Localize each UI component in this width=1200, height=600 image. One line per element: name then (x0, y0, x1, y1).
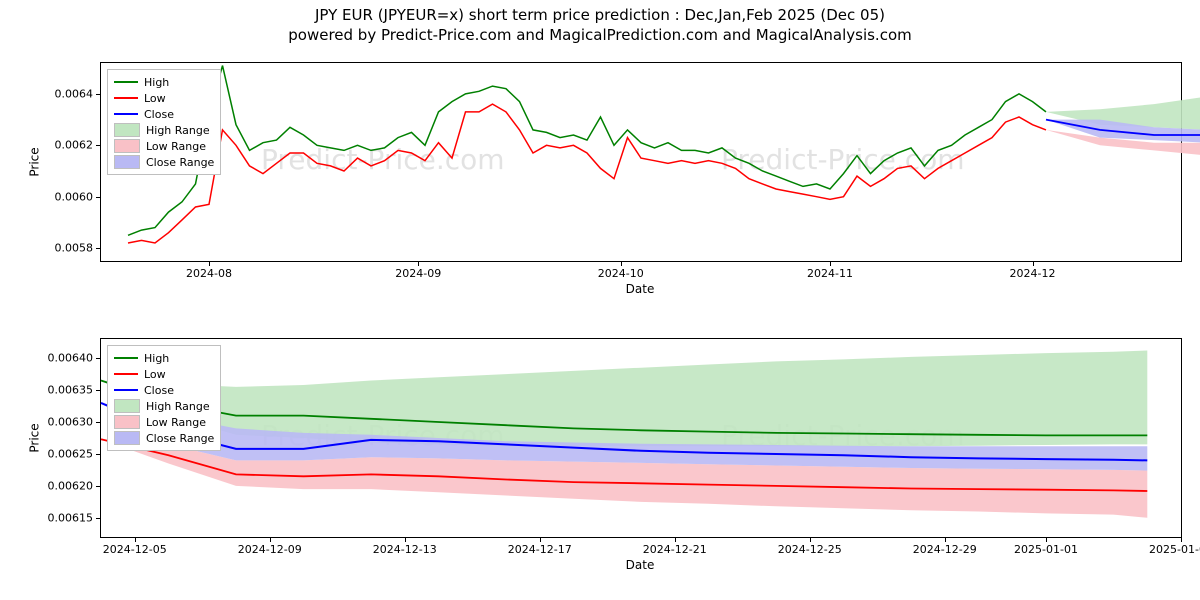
x-axis-label: Date (100, 282, 1180, 296)
x-tick-mark (1046, 537, 1047, 542)
legend-label: Low Range (146, 140, 206, 153)
high-line (128, 66, 1046, 236)
x-tick-mark (675, 537, 676, 542)
legend-label: Low Range (146, 416, 206, 429)
legend-label: Close (144, 384, 174, 397)
chart-subtitle: powered by Predict-Price.com and Magical… (0, 26, 1200, 44)
legend-item: High (114, 350, 214, 366)
legend: High Low Close High Range Low Range Close Ran… (107, 69, 221, 175)
x-tick-mark (270, 537, 271, 542)
legend-label: High (144, 76, 169, 89)
legend: High Low Close High Range Low Range Close Ran… (107, 345, 221, 451)
top-chart: Predict-Price.com Predict-Price.com High… (100, 62, 1182, 262)
legend-item: Low (114, 90, 214, 106)
legend-patch-swatch (114, 399, 140, 413)
legend-item: High (114, 74, 214, 90)
y-tick-label: 0.00615 (33, 511, 101, 524)
legend-label: Close (144, 108, 174, 121)
legend-item: Close (114, 382, 214, 398)
legend-patch-swatch (114, 155, 140, 169)
legend-patch-swatch (114, 139, 140, 153)
legend-line-swatch (114, 97, 138, 99)
legend-label: High Range (146, 124, 210, 137)
legend-item: Low (114, 366, 214, 382)
bottom-chart-svg (101, 339, 1181, 537)
legend-item: High Range (114, 398, 214, 414)
legend-label: High (144, 352, 169, 365)
legend-item: Close (114, 106, 214, 122)
legend-line-swatch (114, 357, 138, 359)
title-block: JPY EUR (JPYEUR=x) short term price pred… (0, 0, 1200, 44)
legend-label: High Range (146, 400, 210, 413)
legend-item: Close Range (114, 154, 214, 170)
x-tick-label: 2025-01-05 (1149, 537, 1200, 556)
x-axis-label: Date (100, 558, 1180, 572)
y-axis-label: Price (28, 147, 42, 176)
legend-label: Low (144, 368, 166, 381)
y-axis-label: Price (28, 423, 42, 452)
chart-title: JPY EUR (JPYEUR=x) short term price pred… (0, 6, 1200, 24)
y-tick-label: 0.0062 (33, 139, 101, 152)
bottom-chart: Predict-Price.com Predict-Price.com High… (100, 338, 1182, 538)
legend-item: High Range (114, 122, 214, 138)
legend-item: Low Range (114, 414, 214, 430)
x-tick-mark (830, 261, 831, 266)
y-tick-label: 0.00635 (33, 384, 101, 397)
y-tick-label: 0.0058 (33, 242, 101, 255)
legend-line-swatch (114, 81, 138, 83)
x-tick-mark (810, 537, 811, 542)
x-tick-mark (405, 537, 406, 542)
legend-item: Low Range (114, 138, 214, 154)
x-tick-mark (540, 537, 541, 542)
legend-patch-swatch (114, 123, 140, 137)
x-tick-mark (135, 537, 136, 542)
y-tick-label: 0.00640 (33, 352, 101, 365)
legend-label: Close Range (146, 432, 214, 445)
legend-label: Low (144, 92, 166, 105)
x-tick-mark (1033, 261, 1034, 266)
y-tick-label: 0.00630 (33, 416, 101, 429)
x-tick-mark (209, 261, 210, 266)
x-tick-mark (945, 537, 946, 542)
legend-line-swatch (114, 389, 138, 391)
legend-line-swatch (114, 113, 138, 115)
figure: JPY EUR (JPYEUR=x) short term price pred… (0, 0, 1200, 600)
x-tick-mark (418, 261, 419, 266)
top-chart-svg (101, 63, 1181, 261)
legend-line-swatch (114, 373, 138, 375)
y-tick-label: 0.00625 (33, 447, 101, 460)
legend-item: Close Range (114, 430, 214, 446)
x-tick-mark (1181, 537, 1182, 542)
legend-patch-swatch (114, 415, 140, 429)
low-line (128, 104, 1046, 243)
y-tick-label: 0.0060 (33, 190, 101, 203)
y-tick-label: 0.00620 (33, 479, 101, 492)
y-tick-label: 0.0064 (33, 87, 101, 100)
x-tick-mark (621, 261, 622, 266)
legend-patch-swatch (114, 431, 140, 445)
legend-label: Close Range (146, 156, 214, 169)
